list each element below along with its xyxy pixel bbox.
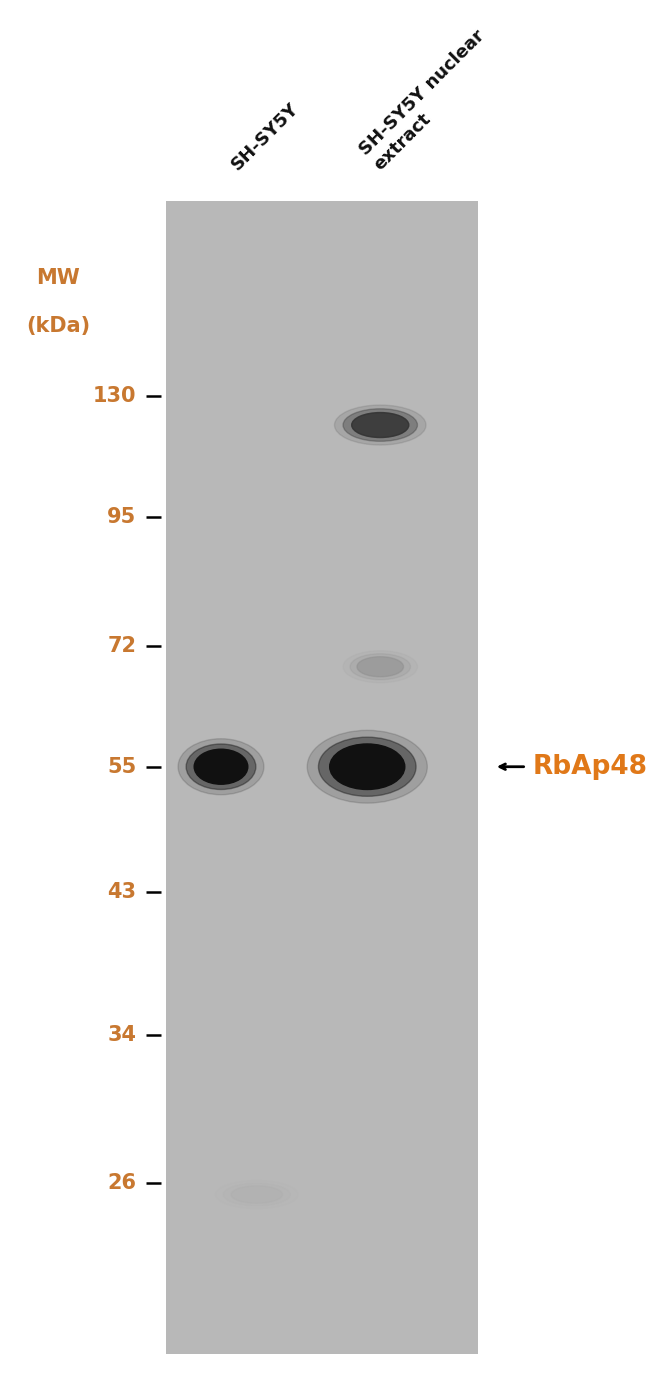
Ellipse shape <box>357 657 404 676</box>
Text: SH-SY5Y: SH-SY5Y <box>227 99 302 174</box>
Ellipse shape <box>216 1181 298 1208</box>
Ellipse shape <box>224 1183 290 1206</box>
Ellipse shape <box>307 731 427 803</box>
Ellipse shape <box>352 413 409 438</box>
Text: 43: 43 <box>107 882 136 901</box>
Ellipse shape <box>186 745 256 789</box>
Text: 72: 72 <box>107 636 136 656</box>
Text: SH-SY5Y nuclear
extract: SH-SY5Y nuclear extract <box>356 26 503 174</box>
Ellipse shape <box>343 408 417 442</box>
Text: 34: 34 <box>107 1025 136 1045</box>
Ellipse shape <box>231 1186 283 1203</box>
Ellipse shape <box>335 406 426 444</box>
Ellipse shape <box>178 739 264 795</box>
Text: MW: MW <box>36 268 81 288</box>
Text: (kDa): (kDa) <box>27 317 90 336</box>
Ellipse shape <box>330 745 405 789</box>
Text: 130: 130 <box>93 386 136 406</box>
Ellipse shape <box>194 749 248 785</box>
Text: 55: 55 <box>107 757 136 776</box>
Ellipse shape <box>343 650 417 683</box>
Ellipse shape <box>350 654 410 679</box>
Text: 95: 95 <box>107 507 136 526</box>
Text: RbAp48: RbAp48 <box>533 754 648 779</box>
Bar <box>166 201 478 1354</box>
Ellipse shape <box>318 738 416 796</box>
Text: 26: 26 <box>107 1174 136 1193</box>
